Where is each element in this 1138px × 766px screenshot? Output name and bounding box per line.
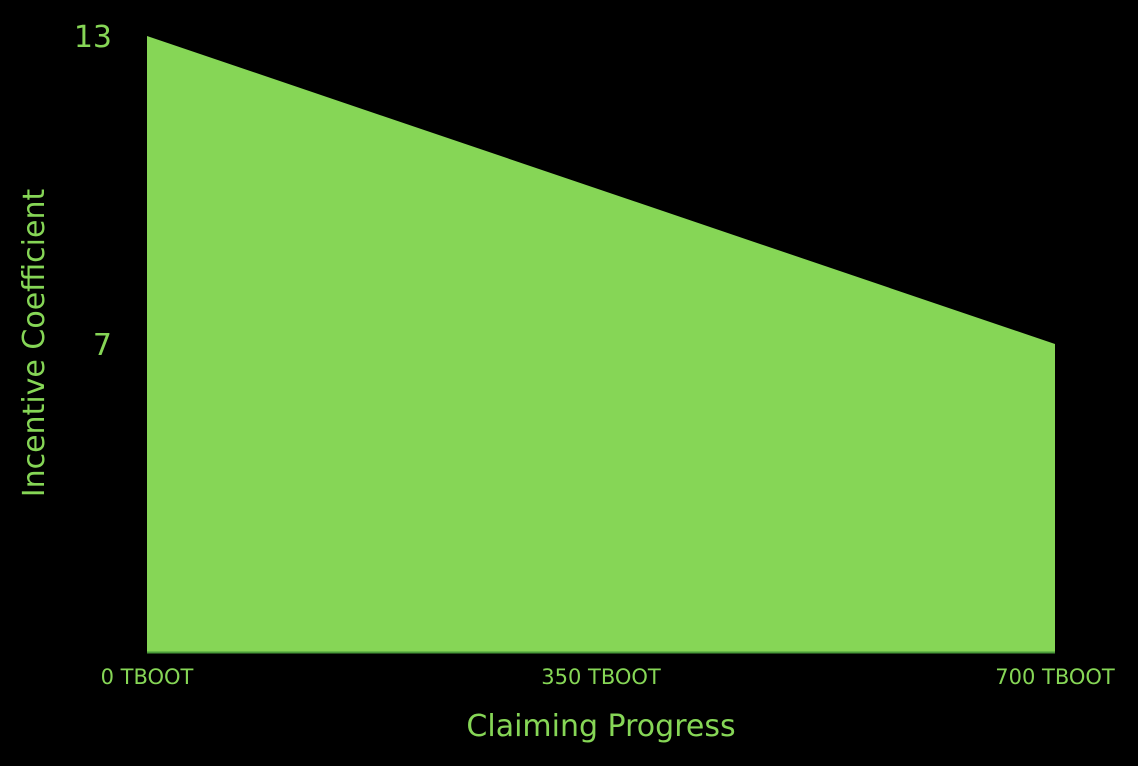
x-tick-label: 700 TBOOT bbox=[995, 665, 1115, 689]
x-tick-label: 0 TBOOT bbox=[101, 665, 194, 689]
x-tick-label: 350 TBOOT bbox=[541, 665, 661, 689]
x-axis-label: Claiming Progress bbox=[466, 709, 735, 744]
area-series bbox=[147, 36, 1055, 652]
area-layer bbox=[147, 36, 1055, 654]
y-tick-labels: 7 13 bbox=[74, 20, 112, 363]
y-tick-label: 13 bbox=[74, 20, 112, 55]
x-tick-labels: 0 TBOOT 350 TBOOT 700 TBOOT bbox=[101, 665, 1115, 689]
y-tick-label: 7 bbox=[93, 328, 112, 363]
y-axis-label: Incentive Coefficient bbox=[17, 189, 52, 498]
